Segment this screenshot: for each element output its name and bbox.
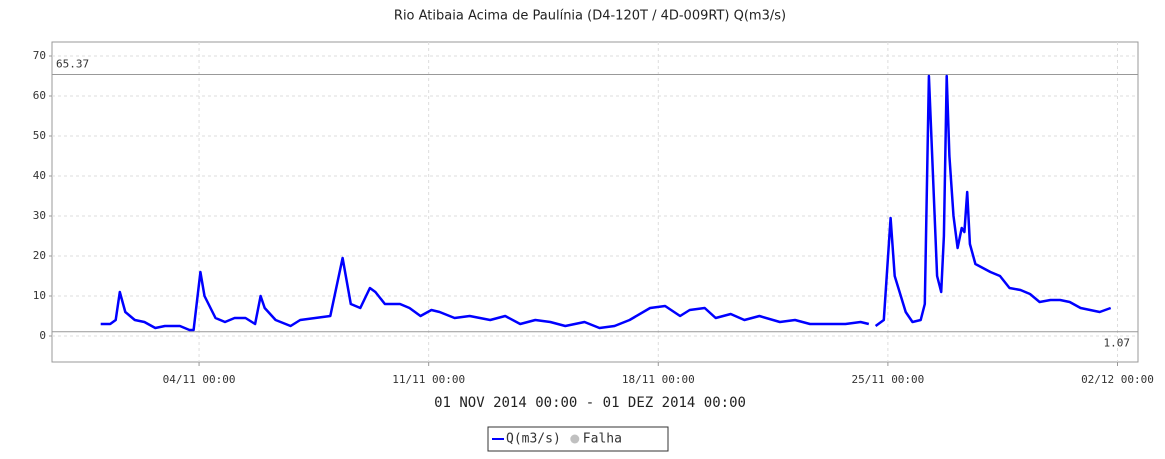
chart-subtitle: 01 NOV 2014 00:00 - 01 DEZ 2014 00:00 <box>434 395 746 411</box>
y-tick-label: 40 <box>33 169 46 182</box>
y-tick-label: 10 <box>33 289 46 302</box>
reference-label: 1.07 <box>1104 337 1131 350</box>
y-tick-label: 70 <box>33 49 46 62</box>
x-tick-label: 11/11 00:00 <box>392 373 465 386</box>
x-tick-label: 18/11 00:00 <box>622 373 695 386</box>
y-tick-label: 30 <box>33 209 46 222</box>
reference-label: 65.37 <box>56 58 89 71</box>
x-tick-label: 02/12 00:00 <box>1081 373 1154 386</box>
x-tick-label: 25/11 00:00 <box>851 373 924 386</box>
x-tick-label: 04/11 00:00 <box>163 373 236 386</box>
plot-area <box>51 41 1139 363</box>
y-tick-label: 50 <box>33 129 46 142</box>
y-tick-label: 60 <box>33 89 46 102</box>
legend-label: Q(m3/s) <box>506 432 561 447</box>
legend-label: Falha <box>583 432 622 447</box>
data-line <box>100 74 1112 332</box>
y-tick-label: 20 <box>33 249 46 262</box>
chart-title: Rio Atibaia Acima de Paulínia (D4-120T /… <box>394 9 786 24</box>
y-tick-label: 0 <box>39 329 46 342</box>
legend-marker <box>570 434 580 444</box>
